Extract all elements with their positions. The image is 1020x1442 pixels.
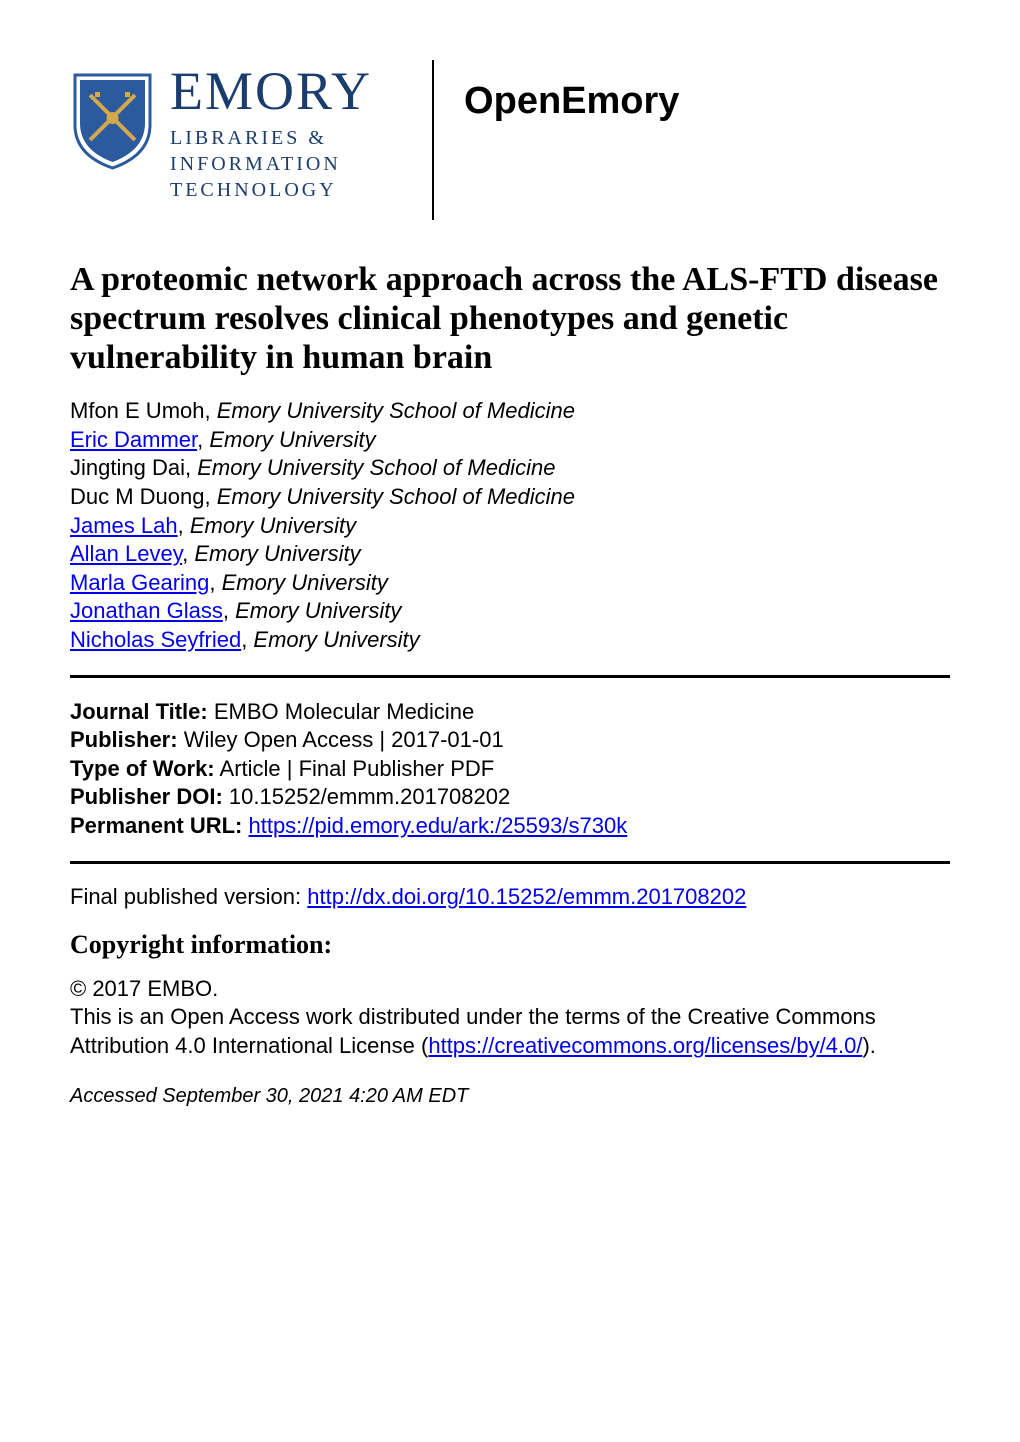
logo-container: EMORY LIBRARIES & INFORMATION TECHNOLOGY bbox=[70, 60, 402, 202]
author-line: Duc M Duong, Emory University School of … bbox=[70, 483, 950, 512]
type-line: Type of Work: Article | Final Publisher … bbox=[70, 755, 950, 784]
author-link[interactable]: Allan Levey bbox=[70, 541, 182, 566]
emory-text-block: EMORY LIBRARIES & INFORMATION TECHNOLOGY bbox=[170, 60, 372, 202]
author-name: Duc M Duong bbox=[70, 484, 205, 509]
author-line: Jonathan Glass, Emory University bbox=[70, 597, 950, 626]
journal-title-label: Journal Title: bbox=[70, 699, 208, 724]
type-label: Type of Work: bbox=[70, 756, 215, 781]
libraries-text: LIBRARIES & bbox=[170, 127, 372, 150]
author-name: Jingting Dai bbox=[70, 455, 185, 480]
copyright-line2: This is an Open Access work distributed … bbox=[70, 1003, 950, 1060]
copyright-line1: © 2017 EMBO. bbox=[70, 975, 950, 1004]
doi-line: Publisher DOI: 10.15252/emmm.201708202 bbox=[70, 783, 950, 812]
separator-line bbox=[70, 675, 950, 678]
copyright-section: © 2017 EMBO. This is an Open Access work… bbox=[70, 975, 950, 1061]
author-affiliation: Emory University bbox=[194, 541, 360, 566]
author-line: Marla Gearing, Emory University bbox=[70, 569, 950, 598]
vertical-divider bbox=[432, 60, 434, 220]
permanent-url-line: Permanent URL: https://pid.emory.edu/ark… bbox=[70, 812, 950, 841]
permanent-url-label: Permanent URL: bbox=[70, 813, 242, 838]
journal-title-line: Journal Title: EMBO Molecular Medicine bbox=[70, 698, 950, 727]
copyright-heading: Copyright information: bbox=[70, 930, 950, 960]
doi-value: 10.15252/emmm.201708202 bbox=[229, 784, 510, 809]
author-affiliation: Emory University School of Medicine bbox=[197, 455, 555, 480]
publisher-label: Publisher: bbox=[70, 727, 178, 752]
published-version-link[interactable]: http://dx.doi.org/10.15252/emmm.20170820… bbox=[307, 884, 746, 909]
doi-label: Publisher DOI: bbox=[70, 784, 223, 809]
author-affiliation: Emory University bbox=[190, 513, 356, 538]
author-affiliation: Emory University bbox=[209, 427, 375, 452]
license-link[interactable]: https://creativecommons.org/licenses/by/… bbox=[428, 1033, 862, 1058]
emory-logo-text: EMORY bbox=[170, 60, 372, 122]
authors-list: Mfon E Umoh, Emory University School of … bbox=[70, 397, 950, 654]
published-version-label: Final published version: bbox=[70, 884, 301, 909]
type-value: Article | Final Publisher PDF bbox=[220, 756, 495, 781]
author-affiliation: Emory University bbox=[253, 627, 419, 652]
publisher-value: Wiley Open Access | 2017-01-01 bbox=[184, 727, 504, 752]
author-link[interactable]: Eric Dammer bbox=[70, 427, 197, 452]
metadata-section: Journal Title: EMBO Molecular Medicine P… bbox=[70, 698, 950, 841]
author-link[interactable]: James Lah bbox=[70, 513, 178, 538]
author-line: Eric Dammer, Emory University bbox=[70, 426, 950, 455]
author-affiliation: Emory University School of Medicine bbox=[217, 398, 575, 423]
emory-shield-icon bbox=[70, 70, 155, 170]
author-line: James Lah, Emory University bbox=[70, 512, 950, 541]
separator-line bbox=[70, 861, 950, 864]
author-affiliation: Emory University bbox=[235, 598, 401, 623]
information-text: INFORMATION bbox=[170, 153, 372, 176]
journal-title-value: EMBO Molecular Medicine bbox=[214, 699, 474, 724]
author-link[interactable]: Nicholas Seyfried bbox=[70, 627, 241, 652]
author-affiliation: Emory University School of Medicine bbox=[217, 484, 575, 509]
author-name: Mfon E Umoh bbox=[70, 398, 205, 423]
author-line: Jingting Dai, Emory University School of… bbox=[70, 454, 950, 483]
publisher-line: Publisher: Wiley Open Access | 2017-01-0… bbox=[70, 726, 950, 755]
author-line: Mfon E Umoh, Emory University School of … bbox=[70, 397, 950, 426]
author-link[interactable]: Jonathan Glass bbox=[70, 598, 223, 623]
published-version-line: Final published version: http://dx.doi.o… bbox=[70, 884, 950, 910]
author-line: Nicholas Seyfried, Emory University bbox=[70, 626, 950, 655]
header-section: EMORY LIBRARIES & INFORMATION TECHNOLOGY… bbox=[70, 60, 950, 220]
technology-text: TECHNOLOGY bbox=[170, 179, 372, 202]
author-link[interactable]: Marla Gearing bbox=[70, 570, 209, 595]
accessed-timestamp: Accessed September 30, 2021 4:20 AM EDT bbox=[70, 1085, 950, 1108]
open-emory-title: OpenEmory bbox=[464, 80, 679, 123]
author-line: Allan Levey, Emory University bbox=[70, 540, 950, 569]
article-title: A proteomic network approach across the … bbox=[70, 260, 950, 377]
author-affiliation: Emory University bbox=[222, 570, 388, 595]
permanent-url-link[interactable]: https://pid.emory.edu/ark:/25593/s730k bbox=[248, 813, 627, 838]
